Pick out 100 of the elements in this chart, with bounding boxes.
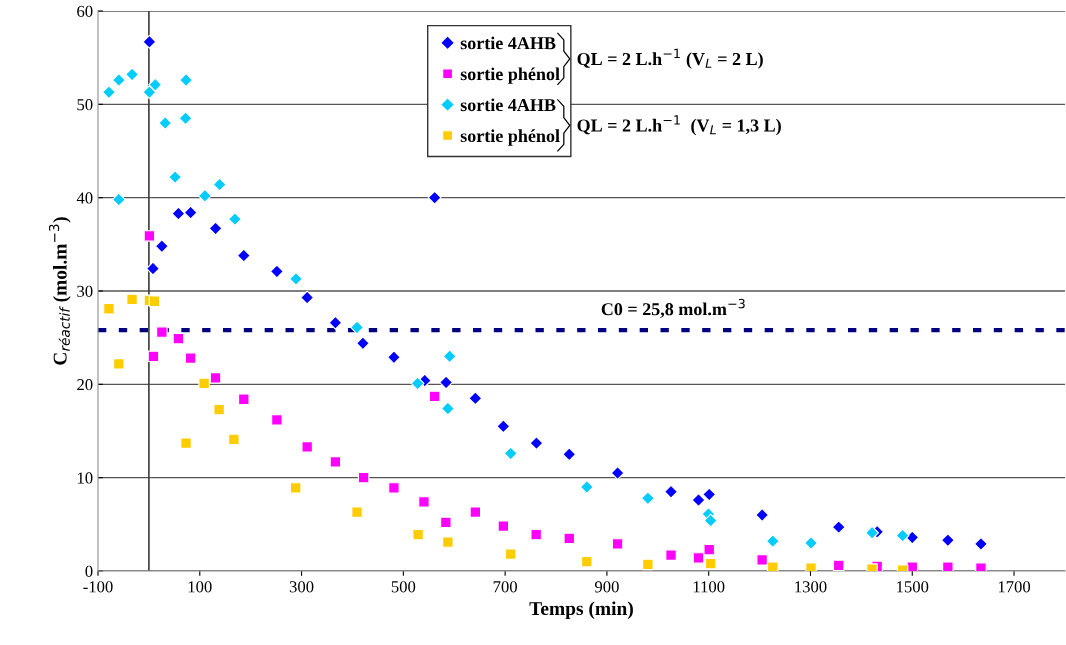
point (156, 326, 168, 338)
point (300, 290, 315, 305)
point (209, 372, 222, 384)
point (439, 375, 454, 390)
point (418, 496, 430, 508)
point (113, 358, 125, 370)
point (143, 230, 156, 242)
y-tick-label: 50 (77, 99, 93, 111)
point (832, 559, 845, 571)
point (503, 446, 518, 461)
y-tick-label: 40 (76, 192, 93, 204)
point (410, 376, 425, 391)
point (664, 484, 678, 499)
point (198, 377, 210, 390)
y-tick-label: 20 (77, 379, 93, 391)
point (350, 320, 364, 335)
point (940, 533, 955, 548)
x-tick-label: 300 (289, 581, 314, 593)
x-tick-label: 700 (493, 581, 517, 593)
point (179, 73, 193, 88)
point (691, 493, 706, 508)
point (148, 295, 161, 308)
point (442, 349, 457, 364)
point (529, 436, 544, 451)
point (804, 536, 818, 550)
point (640, 491, 655, 506)
point (905, 530, 920, 545)
x-tick-label: 1500 (897, 581, 929, 593)
point (147, 350, 160, 363)
point (197, 188, 212, 203)
point (148, 77, 163, 92)
x-tick-label: 1300 (795, 581, 827, 593)
point (289, 271, 303, 286)
point (228, 433, 240, 446)
legend-label: sortie phénol (460, 67, 560, 84)
point (111, 73, 126, 88)
point (126, 293, 138, 306)
point (530, 528, 542, 541)
point (103, 302, 115, 315)
point (865, 525, 879, 540)
point (755, 508, 770, 522)
ref-line-label: C0 = 25,8 mol.m$^{−3}$ (601, 298, 745, 318)
point (562, 447, 577, 462)
point (171, 206, 186, 221)
point (328, 315, 343, 330)
point (412, 528, 424, 541)
x-tick-label: 500 (391, 581, 416, 593)
legend-label: sortie phénol (460, 129, 560, 146)
point (111, 192, 126, 207)
point (102, 85, 116, 100)
point (227, 212, 242, 227)
point (178, 111, 193, 126)
point (301, 441, 313, 453)
point (975, 562, 987, 571)
x-axis-title: Temps (min) (529, 601, 633, 620)
point (831, 520, 846, 535)
point (183, 205, 198, 220)
point (805, 562, 817, 571)
point (703, 513, 718, 528)
point (208, 221, 223, 236)
annotation: QL = 2 L.h$^{−1}$ (V$_{L}$ = 1,3 L) (577, 115, 781, 136)
point (154, 239, 169, 254)
point (125, 67, 140, 82)
point (236, 248, 251, 263)
y-axis-title: C$_{réactif}$ (mol.m$^{−3}$) (48, 217, 71, 365)
point (611, 538, 624, 550)
point (142, 34, 157, 49)
y-tick-label: 60 (77, 5, 93, 17)
y-tick-label: 0 (85, 565, 93, 577)
x-tick-label: 100 (188, 581, 212, 593)
point (180, 437, 192, 449)
y-tick-label: 30 (77, 285, 93, 297)
point (665, 549, 677, 561)
point (440, 401, 455, 416)
y-tick-label: 10 (77, 472, 93, 484)
point (388, 482, 400, 494)
point (213, 403, 225, 416)
point (702, 487, 717, 502)
point (579, 480, 594, 494)
point (212, 177, 227, 192)
point (895, 528, 910, 543)
annotation: QL = 2 L.h$^{−1}$ (V$_{L}$ = 2 L) (577, 48, 763, 69)
point (468, 391, 483, 406)
point (427, 190, 442, 205)
point (974, 536, 988, 551)
point (168, 170, 183, 185)
point (158, 116, 173, 130)
point (581, 555, 593, 568)
point (496, 419, 511, 434)
x-tick-label: 900 (594, 581, 619, 593)
point (692, 552, 705, 564)
x-tick-label: -100 (83, 581, 113, 593)
point (269, 264, 284, 279)
point (289, 482, 302, 494)
legend-label: sortie 4AHB (460, 36, 556, 50)
x-tick-label: 1700 (998, 581, 1031, 593)
point (355, 336, 370, 351)
point (756, 554, 768, 566)
point (765, 534, 780, 549)
point (442, 536, 454, 548)
